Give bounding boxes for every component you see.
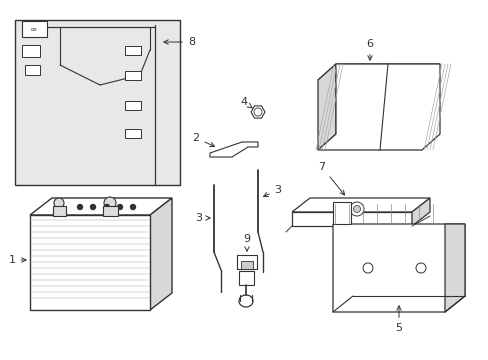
Polygon shape <box>411 198 429 226</box>
Polygon shape <box>250 106 264 118</box>
Polygon shape <box>444 224 464 312</box>
Bar <box>25 65 40 75</box>
Circle shape <box>90 204 95 210</box>
Bar <box>241 261 252 269</box>
Polygon shape <box>317 64 439 150</box>
Bar <box>53 206 66 216</box>
Bar <box>239 271 253 285</box>
Polygon shape <box>332 202 350 224</box>
Text: 8: 8 <box>163 37 195 47</box>
Circle shape <box>117 204 122 210</box>
Text: 3: 3 <box>195 213 210 223</box>
Text: 6: 6 <box>366 39 373 60</box>
Polygon shape <box>317 64 439 80</box>
Circle shape <box>362 263 372 273</box>
Circle shape <box>349 202 363 216</box>
Bar <box>15 20 180 185</box>
Bar <box>30 215 150 310</box>
Polygon shape <box>291 198 429 212</box>
Text: 4: 4 <box>240 97 252 108</box>
Bar <box>125 46 141 55</box>
Circle shape <box>77 204 82 210</box>
Bar <box>22 21 47 37</box>
Text: 5: 5 <box>395 306 402 333</box>
Bar <box>22 45 40 57</box>
Bar <box>125 101 141 110</box>
Polygon shape <box>317 64 335 150</box>
Polygon shape <box>30 198 172 215</box>
Circle shape <box>415 263 425 273</box>
Circle shape <box>54 198 64 208</box>
Text: 9: 9 <box>243 234 250 251</box>
Bar <box>103 206 118 216</box>
Circle shape <box>130 204 135 210</box>
Polygon shape <box>332 224 464 312</box>
Bar <box>125 129 141 138</box>
Circle shape <box>104 197 116 209</box>
Text: 2: 2 <box>192 133 214 147</box>
Polygon shape <box>150 198 172 310</box>
Circle shape <box>353 206 360 212</box>
Text: oo: oo <box>31 27 37 32</box>
Text: 7: 7 <box>318 162 344 195</box>
Text: 1: 1 <box>8 255 26 265</box>
Polygon shape <box>291 212 411 226</box>
Polygon shape <box>209 142 258 157</box>
Circle shape <box>253 108 262 116</box>
Circle shape <box>104 204 109 210</box>
Bar <box>237 255 257 269</box>
Text: 3: 3 <box>263 185 281 197</box>
Bar <box>125 71 141 80</box>
